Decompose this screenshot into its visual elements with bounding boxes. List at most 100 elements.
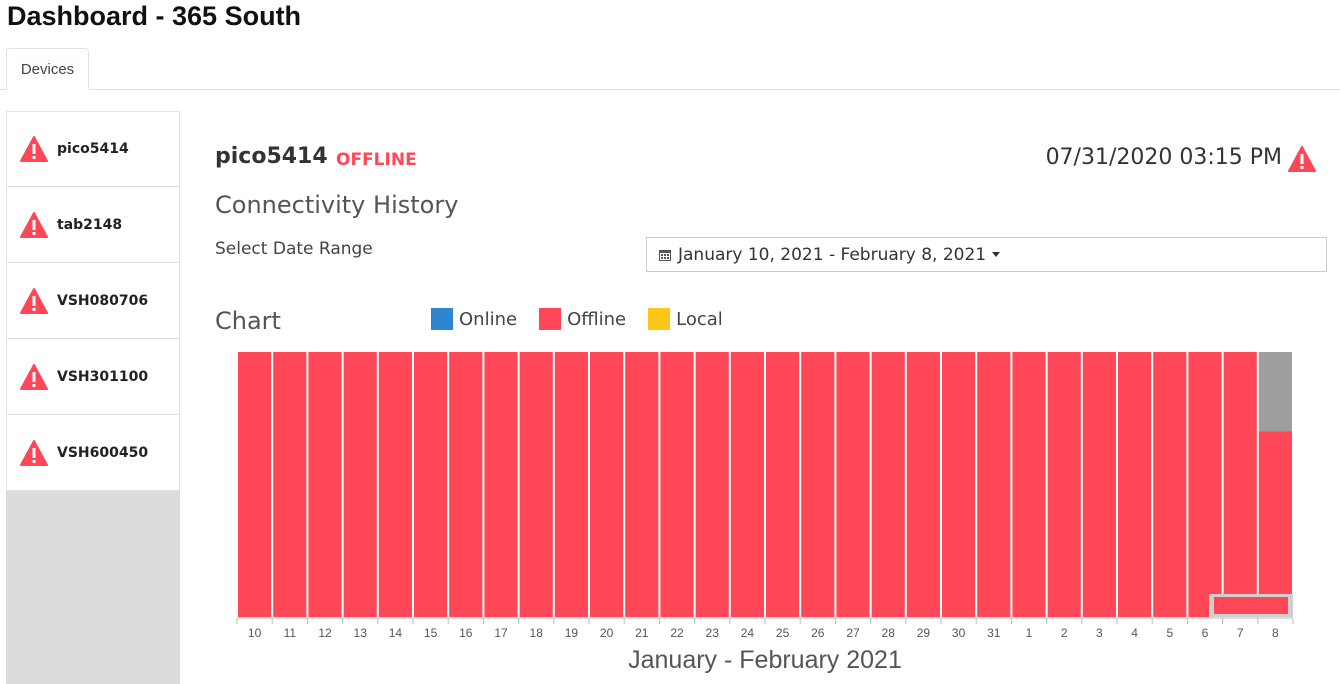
x-tick-label: 4 xyxy=(1131,626,1138,640)
chart-bar-offline[interactable] xyxy=(730,352,764,617)
chart-bar-offline[interactable] xyxy=(766,352,800,617)
sidebar-item-label: VSH600450 xyxy=(57,444,149,461)
x-tick-label: 15 xyxy=(424,626,438,640)
chart-bar-offline[interactable] xyxy=(871,352,905,617)
device-sidebar: pico5414 tab2148 VSH080706 VSH301100 VSH… xyxy=(6,111,180,684)
device-name: pico5414 xyxy=(215,144,328,169)
chart-bar-offline[interactable] xyxy=(449,352,483,617)
chart-bar-offline[interactable] xyxy=(1047,352,1081,617)
x-tick-label: 23 xyxy=(706,626,720,640)
chart-bar-offline[interactable] xyxy=(1258,431,1292,618)
sidebar-item-label: tab2148 xyxy=(57,216,123,233)
legend-item-local[interactable]: Local xyxy=(648,308,723,330)
tab-devices[interactable]: Devices xyxy=(6,48,89,90)
legend-item-offline[interactable]: Offline xyxy=(539,308,626,330)
chart-bar-offline[interactable] xyxy=(1188,352,1222,617)
chart-bar-offline[interactable] xyxy=(378,352,412,617)
x-tick-label: 26 xyxy=(811,626,825,640)
legend-label: Local xyxy=(676,308,723,330)
x-tick-label: 27 xyxy=(846,626,860,640)
x-tick-label: 24 xyxy=(741,626,755,640)
chart-bar-offline[interactable] xyxy=(836,352,870,617)
tabs-divider xyxy=(0,89,1340,90)
x-tick-label: 17 xyxy=(494,626,508,640)
sidebar-item-vsh301100[interactable]: VSH301100 xyxy=(6,339,180,415)
sidebar-item-vsh600450[interactable]: VSH600450 xyxy=(6,415,180,491)
warning-icon xyxy=(20,136,48,162)
warning-icon xyxy=(20,439,48,466)
warning-icon xyxy=(1288,146,1316,172)
chart-bar-offline[interactable] xyxy=(519,352,553,617)
x-tick-label: 29 xyxy=(917,626,931,640)
x-tick-label: 11 xyxy=(284,626,297,640)
chart-bar-offline[interactable] xyxy=(625,352,659,617)
legend-swatch-local xyxy=(648,308,671,330)
sidebar-item-vsh080706[interactable]: VSH080706 xyxy=(6,263,180,339)
date-range-picker[interactable]: January 10, 2021 - February 8, 2021 xyxy=(646,237,1327,272)
x-tick-label: 25 xyxy=(776,626,790,640)
chart-bar-offline[interactable] xyxy=(554,352,588,617)
chart-bar-offline[interactable] xyxy=(343,352,377,617)
x-tick-label: 10 xyxy=(248,626,262,640)
chart-title: Chart xyxy=(215,307,281,335)
chart-legend: Online Offline Local xyxy=(431,308,745,330)
legend-label: Online xyxy=(459,308,518,330)
chart-bar-offline[interactable] xyxy=(695,352,729,617)
chart-bar-offline[interactable] xyxy=(660,352,694,617)
legend-item-online[interactable]: Online xyxy=(431,308,517,330)
chart-bar-offline[interactable] xyxy=(942,352,976,617)
x-tick-label: 21 xyxy=(635,626,649,640)
x-tick-label: 14 xyxy=(389,626,403,640)
calendar-icon xyxy=(659,249,671,261)
warning-icon xyxy=(20,363,48,390)
section-title: Connectivity History xyxy=(215,191,459,219)
chart-bar-offline[interactable] xyxy=(1118,352,1152,617)
chart-bar-offline[interactable] xyxy=(977,352,1011,617)
chart-bar-offline[interactable] xyxy=(1153,352,1187,617)
chart-bar-offline[interactable] xyxy=(273,352,307,617)
x-tick-label: 30 xyxy=(952,626,966,640)
chart-bar-offline[interactable] xyxy=(414,352,448,617)
x-tick-label: 5 xyxy=(1166,626,1173,640)
chart-bar-nodata[interactable] xyxy=(1258,352,1292,432)
sidebar-item-label: VSH301100 xyxy=(57,368,149,385)
legend-swatch-online xyxy=(431,308,453,330)
warning-icon xyxy=(20,211,48,238)
sidebar-item-pico5414[interactable]: pico5414 xyxy=(6,111,180,187)
date-range-value: January 10, 2021 - February 8, 2021 xyxy=(678,244,987,265)
x-tick-label: 18 xyxy=(530,626,544,640)
chart-bar-offline[interactable] xyxy=(1012,352,1046,617)
range-scroller-handle[interactable] xyxy=(1214,597,1288,614)
page-title: Dashboard - 365 South xyxy=(7,1,302,31)
x-tick-label: 13 xyxy=(354,626,368,640)
chevron-down-icon xyxy=(992,252,1001,257)
chart-bar-offline[interactable] xyxy=(906,352,940,617)
chart-bar-offline[interactable] xyxy=(308,352,342,617)
sidebar-item-tab2148[interactable]: tab2148 xyxy=(6,187,180,263)
x-tick-label: 2 xyxy=(1061,626,1068,640)
x-tick-label: 8 xyxy=(1272,626,1279,640)
chart-bar-offline[interactable] xyxy=(1223,352,1257,617)
date-range-label: Select Date Range xyxy=(215,239,373,259)
chart-bar-offline[interactable] xyxy=(484,352,518,617)
chart-bar-offline[interactable] xyxy=(590,352,624,617)
last-seen-timestamp: 07/31/2020 03:15 PM xyxy=(1045,145,1282,170)
x-tick-label: 20 xyxy=(600,626,614,640)
tab-label: Devices xyxy=(20,60,75,78)
x-tick-label: 28 xyxy=(882,626,896,640)
x-tick-label: 22 xyxy=(670,626,684,640)
legend-swatch-offline xyxy=(539,308,562,330)
sidebar-item-label: VSH080706 xyxy=(57,292,149,309)
x-tick-label: 7 xyxy=(1237,626,1244,640)
x-tick-label: 31 xyxy=(987,626,1001,640)
sidebar-item-label: pico5414 xyxy=(57,141,129,157)
x-tick-label: 19 xyxy=(565,626,579,640)
legend-label: Offline xyxy=(567,308,627,330)
warning-icon xyxy=(20,287,48,314)
chart-bar-offline[interactable] xyxy=(1082,352,1116,617)
x-tick-label: 1 xyxy=(1026,626,1033,640)
chart-bar-offline[interactable] xyxy=(238,352,272,617)
x-axis-label: January - February 2021 xyxy=(628,646,902,674)
chart-bar-offline[interactable] xyxy=(801,352,835,617)
